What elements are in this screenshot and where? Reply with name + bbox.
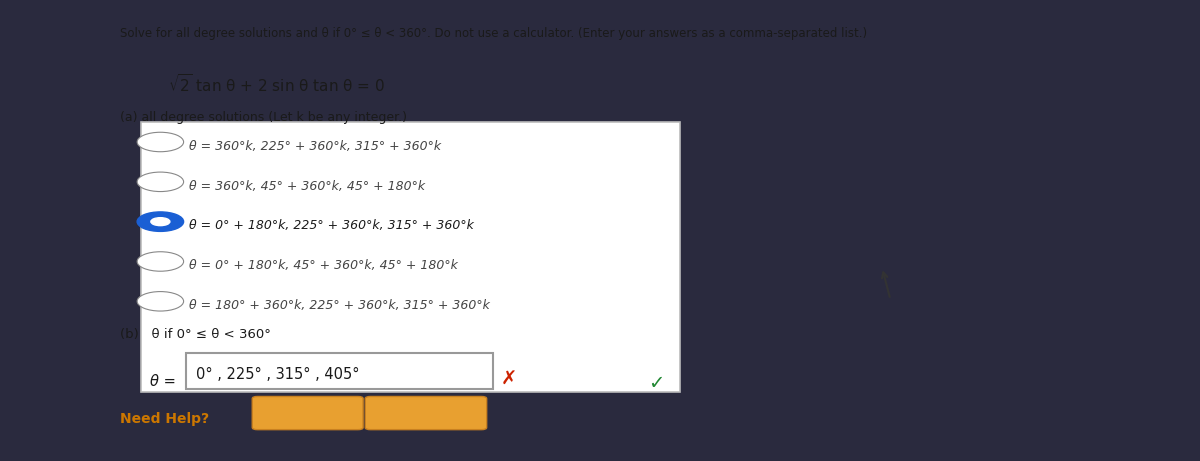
Circle shape	[137, 132, 184, 152]
Circle shape	[151, 218, 170, 225]
FancyBboxPatch shape	[142, 122, 680, 392]
Text: ✗: ✗	[500, 370, 517, 389]
Text: ✓: ✓	[648, 374, 664, 393]
Circle shape	[137, 252, 184, 271]
Text: θ = 360°k, 45° + 360°k, 45° + 180°k: θ = 360°k, 45° + 360°k, 45° + 180°k	[188, 180, 425, 193]
Circle shape	[137, 172, 184, 192]
Text: Read It: Read It	[284, 407, 331, 420]
Text: θ = 0° + 180°k, 45° + 360°k, 45° + 180°k: θ = 0° + 180°k, 45° + 360°k, 45° + 180°k	[188, 259, 457, 272]
Text: Solve for all degree solutions and θ if 0° ≤ θ < 360°. Do not use a calculator. : Solve for all degree solutions and θ if …	[120, 27, 868, 40]
Circle shape	[137, 291, 184, 311]
FancyBboxPatch shape	[186, 353, 493, 389]
Text: 0° , 225° , 315° , 405°: 0° , 225° , 315° , 405°	[197, 367, 360, 382]
Text: θ = 180° + 360°k, 225° + 360°k, 315° + 360°k: θ = 180° + 360°k, 225° + 360°k, 315° + 3…	[188, 299, 490, 312]
Text: θ = 0° + 180°k, 225° + 360°k, 315° + 360°k: θ = 0° + 180°k, 225° + 360°k, 315° + 360…	[188, 219, 474, 232]
Text: Need Help?: Need Help?	[120, 412, 209, 426]
Text: Watch It: Watch It	[398, 407, 454, 420]
Text: (a) all degree solutions (Let k be any integer.): (a) all degree solutions (Let k be any i…	[120, 111, 407, 124]
FancyBboxPatch shape	[252, 396, 364, 430]
Text: θ =: θ =	[150, 374, 175, 390]
Text: $\sqrt{2}$ tan θ + 2 sin θ tan θ = 0: $\sqrt{2}$ tan θ + 2 sin θ tan θ = 0	[168, 73, 385, 95]
FancyBboxPatch shape	[365, 396, 487, 430]
Text: (b)   θ if 0° ≤ θ < 360°: (b) θ if 0° ≤ θ < 360°	[120, 328, 271, 341]
Text: θ = 360°k, 225° + 360°k, 315° + 360°k: θ = 360°k, 225° + 360°k, 315° + 360°k	[188, 140, 442, 153]
Circle shape	[137, 212, 184, 231]
